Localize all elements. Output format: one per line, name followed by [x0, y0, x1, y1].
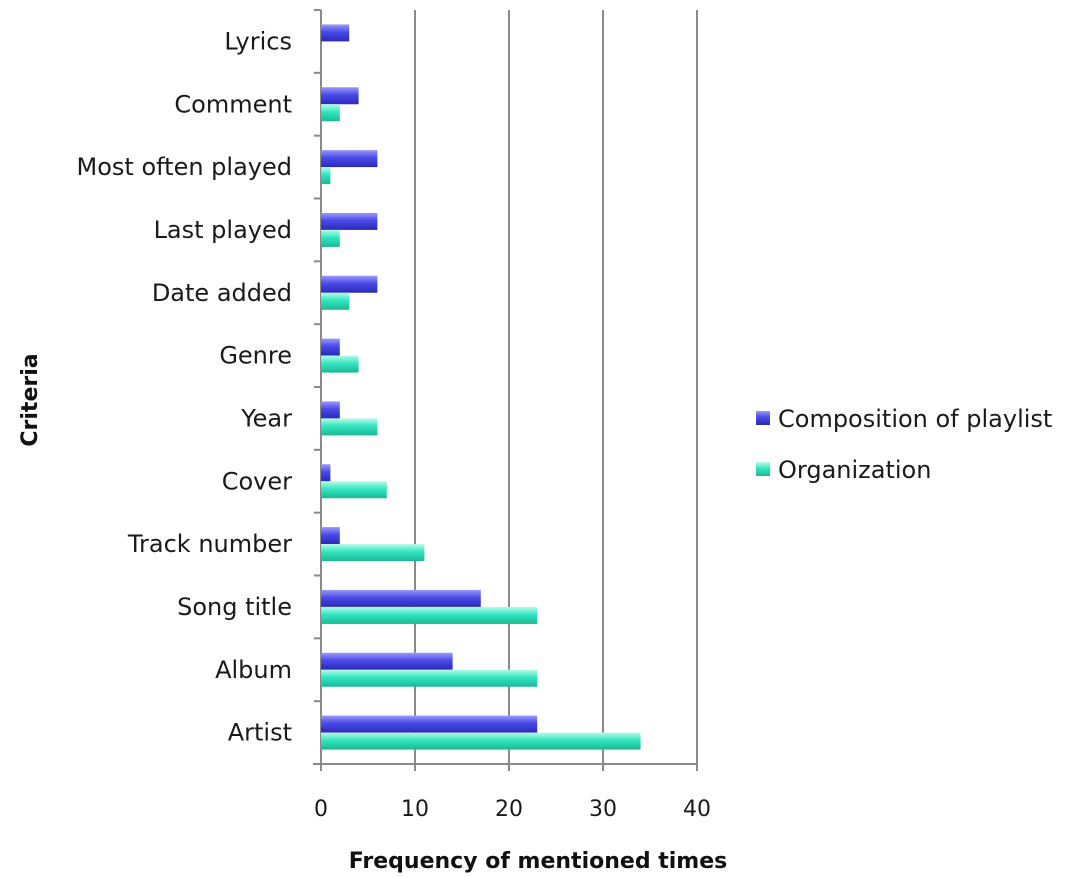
category-labels: Lyrics Comment Most often played Last playe…: [77, 27, 293, 746]
bar-composition-last-played: [321, 212, 378, 230]
bar-organization-date-added: [321, 292, 350, 310]
legend-label-composition: Composition of playlist: [778, 405, 1052, 433]
bar-composition-album: [321, 652, 453, 670]
legend-label-organization: Organization: [778, 456, 931, 484]
bar-organization-track-number: [321, 544, 425, 562]
bar-composition-lyrics: [321, 24, 350, 42]
x-axis-title: Frequency of mentioned times: [349, 849, 727, 874]
bar-organization-album: [321, 669, 538, 687]
bar-composition-date-added: [321, 275, 378, 293]
category-label-artist: Artist: [228, 719, 292, 747]
axes: [313, 9, 698, 771]
bar-composition-year: [321, 401, 340, 419]
category-label-last-played: Last played: [154, 216, 292, 244]
bar-organization-genre: [321, 355, 359, 373]
legend: Composition of playlist Organization: [756, 405, 1052, 484]
category-label-track-number: Track number: [127, 530, 292, 558]
bar-composition-artist: [321, 715, 538, 733]
legend-swatch-composition: [756, 411, 770, 425]
category-label-genre: Genre: [219, 342, 292, 370]
bar-composition-cover: [321, 464, 331, 482]
bar-composition-song-title: [321, 589, 481, 607]
category-label-comment: Comment: [174, 90, 292, 118]
bar-organization-song-title: [321, 606, 538, 624]
bar-organization-cover: [321, 481, 387, 499]
legend-swatch-organization: [756, 462, 770, 476]
category-label-cover: Cover: [222, 467, 292, 495]
gridlines: [414, 10, 698, 764]
y-axis-title: Criteria: [18, 353, 43, 446]
category-label-song-title: Song title: [177, 593, 292, 621]
bar-organization-comment: [321, 104, 340, 122]
x-tick-label-40: 40: [683, 797, 711, 822]
bars: [321, 24, 641, 750]
bar-organization-year: [321, 418, 378, 436]
x-tick-labels: 0 10 20 30 40: [314, 797, 711, 822]
bar-composition-comment: [321, 87, 359, 105]
bar-composition-track-number: [321, 527, 340, 545]
category-label-date-added: Date added: [152, 279, 292, 307]
bar-organization-last-played: [321, 229, 340, 247]
category-label-most-often-played: Most often played: [77, 153, 292, 181]
x-tick-label-0: 0: [314, 797, 328, 822]
bar-composition-genre: [321, 338, 340, 356]
category-label-album: Album: [215, 656, 292, 684]
x-tick-label-20: 20: [495, 797, 523, 822]
bar-organization-most-often-played: [321, 167, 331, 185]
category-label-year: Year: [240, 404, 292, 432]
bar-composition-most-often-played: [321, 150, 378, 168]
bar-organization-artist: [321, 732, 641, 750]
x-tick-label-30: 30: [589, 797, 617, 822]
category-label-lyrics: Lyrics: [224, 27, 292, 55]
x-tick-label-10: 10: [401, 797, 429, 822]
